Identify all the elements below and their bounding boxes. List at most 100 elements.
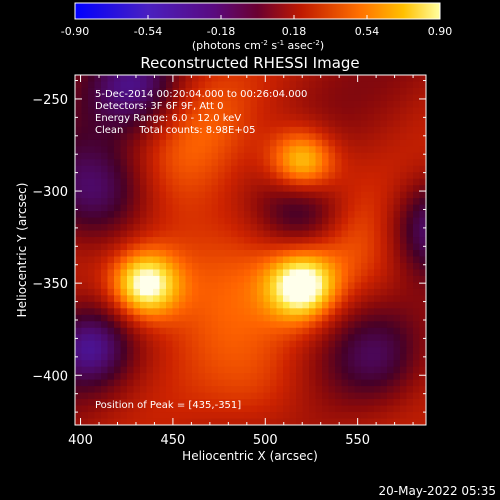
heatmap-cell [94, 373, 102, 381]
heatmap-cell [263, 399, 271, 407]
heatmap-cell [380, 347, 388, 355]
heatmap-cell [406, 178, 414, 186]
heatmap-cell [75, 165, 83, 173]
heatmap-cell [400, 217, 408, 225]
heatmap-cell [309, 386, 317, 394]
heatmap-cell [133, 133, 141, 141]
heatmap-cell [289, 269, 297, 277]
heatmap-cell [75, 321, 83, 329]
heatmap-cell [335, 165, 343, 173]
heatmap-cell [400, 94, 408, 102]
heatmap-cell [380, 399, 388, 407]
heatmap-cell [205, 185, 213, 193]
heatmap-cell [270, 250, 278, 258]
heatmap-cell [393, 340, 401, 348]
heatmap-cell [250, 107, 258, 115]
heatmap-cell [328, 295, 336, 303]
heatmap-cell [309, 412, 317, 420]
heatmap-cell [283, 269, 291, 277]
heatmap-cell [101, 237, 109, 245]
heatmap-cell [257, 275, 265, 284]
heatmap-cell [211, 327, 219, 335]
heatmap-cell [250, 386, 258, 394]
heatmap-cell [244, 418, 252, 425]
heatmap-cell [205, 211, 213, 219]
heatmap-cell [328, 256, 336, 264]
heatmap-cell [341, 301, 349, 309]
heatmap-cell [114, 204, 122, 212]
heatmap-cell [114, 198, 122, 206]
heatmap-cell [406, 250, 414, 258]
heatmap-cell [289, 172, 297, 180]
heatmap-cell [380, 308, 388, 316]
heatmap-cell [270, 100, 278, 109]
heatmap-cell [159, 308, 167, 316]
heatmap-cell [179, 243, 187, 251]
heatmap-cell [146, 133, 154, 141]
heatmap-cell [75, 217, 83, 225]
heatmap-cell [107, 172, 115, 180]
heatmap-cell [250, 353, 258, 361]
heatmap-cell [211, 412, 219, 420]
heatmap-cell [341, 107, 349, 115]
heatmap-cell [146, 172, 154, 180]
heatmap-cell [393, 347, 401, 355]
heatmap-cell [309, 204, 317, 212]
heatmap-cell [387, 321, 395, 329]
heatmap-cell [283, 399, 291, 407]
heatmap-cell [419, 399, 426, 407]
heatmap-cell [406, 288, 414, 296]
heatmap-cell [185, 256, 193, 264]
heatmap-cell [185, 159, 193, 167]
heatmap-cell [367, 353, 375, 361]
heatmap-cell [166, 347, 174, 355]
heatmap-cell [159, 347, 167, 355]
heatmap-cell [367, 243, 375, 251]
heatmap-cell [224, 139, 232, 147]
heatmap-cell [263, 295, 271, 303]
heatmap-cell [413, 198, 421, 206]
heatmap-cell [101, 139, 109, 147]
heatmap-cell [205, 386, 213, 394]
heatmap-cell [393, 243, 401, 251]
heatmap-cell [244, 321, 252, 329]
heatmap-cell [257, 237, 265, 245]
heatmap-cell [380, 107, 388, 115]
heatmap-cell [107, 113, 115, 121]
heatmap-cell [289, 198, 297, 206]
heatmap-cell [276, 107, 284, 115]
heatmap-cell [302, 392, 310, 400]
heatmap-cell [81, 379, 89, 387]
heatmap-cell [114, 243, 122, 251]
heatmap-cell [120, 224, 128, 232]
heatmap-cell [198, 405, 206, 413]
heatmap-cell [341, 87, 349, 96]
heatmap-cell [289, 185, 297, 193]
heatmap-cell [244, 412, 252, 420]
heatmap-cell [179, 230, 187, 238]
heatmap-cell [413, 250, 421, 258]
heatmap-cell [146, 87, 154, 96]
heatmap-cell [341, 399, 349, 407]
heatmap-cell [179, 314, 187, 322]
heatmap-cell [400, 353, 408, 361]
heatmap-cell [270, 94, 278, 102]
heatmap-cell [250, 178, 258, 186]
heatmap-cell [335, 250, 343, 258]
heatmap-cell [218, 211, 226, 219]
heatmap-cell [94, 165, 102, 173]
heatmap-cell [166, 211, 174, 219]
heatmap-cell [374, 347, 382, 355]
heatmap-cell [120, 217, 128, 225]
colorbar-tick-label: 0.18 [282, 25, 307, 38]
heatmap-cell [211, 256, 219, 264]
heatmap-cell [120, 340, 128, 348]
heatmap-cell [348, 418, 356, 425]
heatmap-cell [302, 87, 310, 96]
heatmap-cell [120, 334, 128, 342]
heatmap-cell [354, 269, 362, 277]
heatmap-cell [387, 159, 395, 167]
heatmap-cell [224, 217, 232, 225]
heatmap-cell [380, 172, 388, 180]
heatmap-cell [88, 172, 96, 180]
